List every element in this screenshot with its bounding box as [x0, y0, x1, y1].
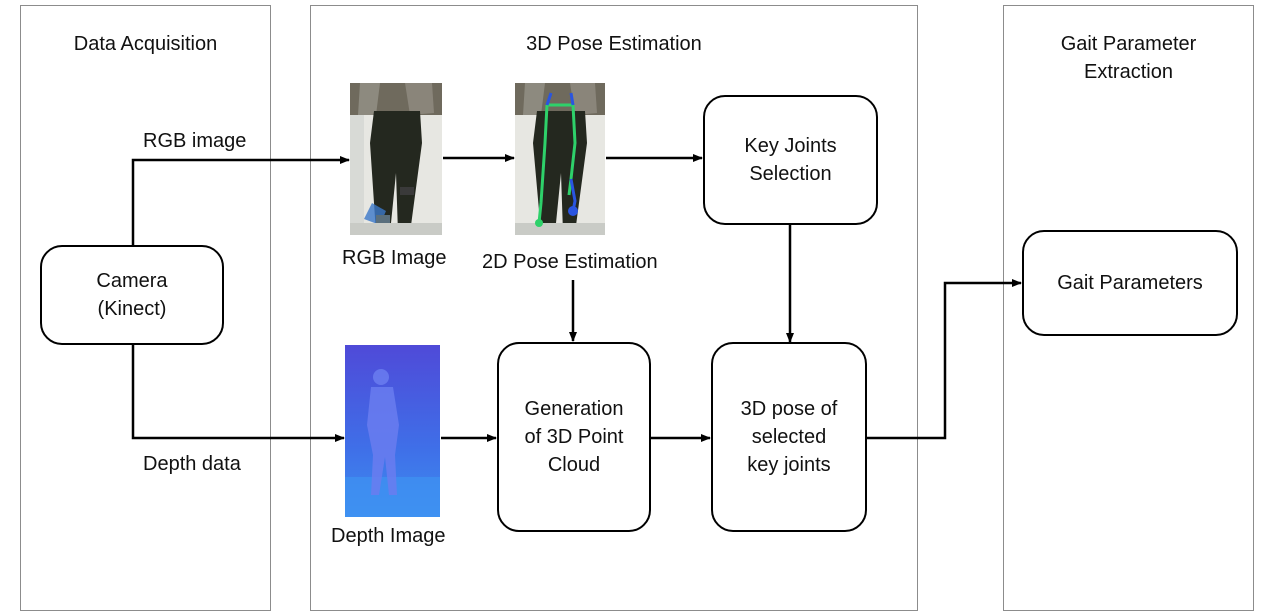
gait-extraction-title-line2: Extraction [1084, 61, 1173, 83]
key-joints-selection-label: Key Joints Selection [744, 135, 837, 185]
point-cloud-generation-label: Generation of 3D Point Cloud [524, 398, 624, 476]
gait-parameters-label: Gait Parameters [1057, 272, 1203, 294]
pose3d-to-gait-arrow [867, 279, 1022, 440]
rgb-image-caption: RGB Image [342, 247, 447, 269]
camera-node-label: Camera (Kinect) [96, 270, 168, 320]
rgb-image-thumbnail [350, 83, 442, 235]
gait-extraction-title-line1: Gait Parameter [1060, 33, 1197, 55]
rgb-walker-illustration [350, 83, 442, 235]
camera-node: Camera (Kinect) [40, 245, 224, 345]
camera-to-rgb-image-arrow [131, 156, 350, 245]
key-joints-selection-node: Key Joints Selection [703, 95, 878, 225]
pose-2d-illustration [515, 83, 605, 235]
point-cloud-generation-node: Generation of 3D Point Cloud [497, 342, 651, 532]
pose-3d-label: 3D pose of selected key joints [740, 398, 838, 476]
depth-image-caption: Depth Image [331, 525, 446, 547]
data-acquisition-title: Data Acquisition [73, 33, 218, 55]
depth-image-thumbnail [345, 345, 440, 517]
depth-data-edge-label: Depth data [143, 453, 241, 475]
pose-estimation-title: 3D Pose Estimation [526, 33, 702, 55]
gait-parameters-node: Gait Parameters [1022, 230, 1238, 336]
depth-silhouette-illustration [345, 345, 440, 517]
rgb-image-edge-label: RGB image [143, 130, 247, 152]
pose-3d-node: 3D pose of selected key joints [711, 342, 867, 532]
camera-to-depth-image-arrow [131, 345, 345, 442]
pose-2d-caption: 2D Pose Estimation [482, 251, 658, 273]
pose-2d-thumbnail [515, 83, 605, 235]
